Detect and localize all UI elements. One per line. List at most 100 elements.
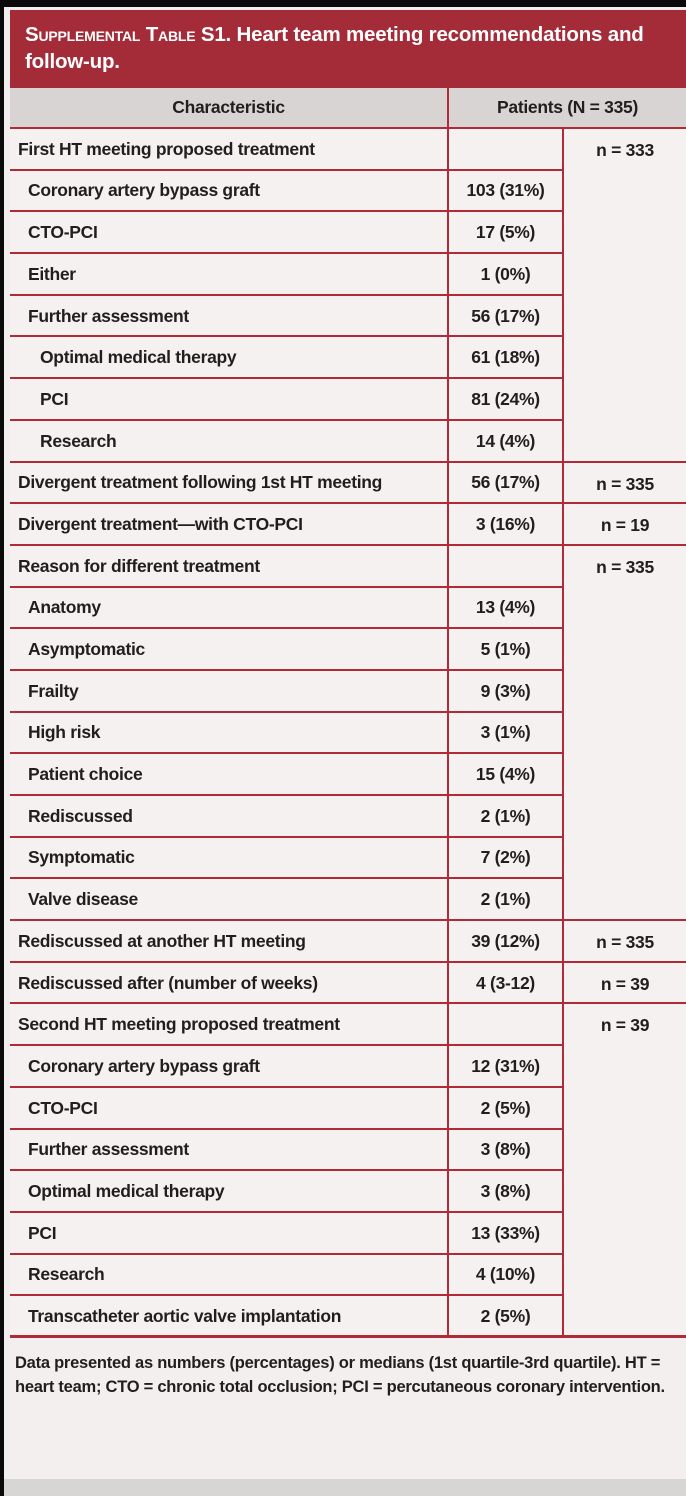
characteristic-cell: Anatomy	[10, 586, 449, 630]
table-row: Optimal medical therapy 61 (18%)	[10, 336, 686, 380]
n-count-cell: n = 335	[563, 461, 686, 505]
characteristic-cell: Optimal medical therapy	[10, 336, 449, 380]
characteristic-cell: Divergent treatment following 1st HT mee…	[10, 461, 449, 505]
characteristic-cell: CTO-PCI	[10, 1086, 449, 1130]
table-row: Coronary artery bypass graft 12 (31%)	[10, 1045, 686, 1088]
characteristic-cell: Asymptomatic	[10, 628, 449, 671]
n-count-cell: n = 39	[563, 961, 686, 1005]
top-edge-bar	[0, 0, 686, 7]
characteristic-cell: Frailty	[10, 669, 449, 713]
n-count-cell: n = 335	[563, 920, 686, 963]
value-cell: 3 (16%)	[448, 503, 564, 546]
table-row: CTO-PCI 2 (5%)	[10, 1086, 686, 1130]
value-cell: 2 (1%)	[448, 878, 564, 922]
table-title-label: Supplemental Table S1.	[25, 23, 232, 46]
characteristic-cell: Second HT meeting proposed treatment	[10, 1003, 449, 1047]
table-row: Divergent treatment following 1st HT mee…	[10, 461, 686, 505]
table-title-banner: Supplemental Table S1. Heart team meetin…	[10, 10, 686, 88]
characteristic-cell: PCI	[10, 1211, 449, 1255]
table-title-text: Heart team meeting recommendations and f…	[25, 23, 644, 73]
table-row: Symptomatic 7 (2%)	[10, 836, 686, 880]
characteristic-cell: Optimal medical therapy	[10, 1170, 449, 1213]
table-row: Anatomy 13 (4%)	[10, 586, 686, 630]
characteristic-cell: Either	[10, 253, 449, 296]
value-cell: 5 (1%)	[448, 628, 564, 671]
value-cell	[448, 128, 564, 171]
table-row: Divergent treatment—with CTO-PCI 3 (16%) n…	[10, 503, 686, 546]
characteristic-cell: Research	[10, 419, 449, 463]
characteristic-cell: Symptomatic	[10, 836, 449, 880]
value-cell: 7 (2%)	[448, 836, 564, 880]
table-row: CTO-PCI 17 (5%)	[10, 211, 686, 255]
column-header-characteristic: Characteristic	[10, 88, 449, 129]
table-row: First HT meeting proposed treatment n = 3…	[10, 128, 686, 463]
value-cell: 17 (5%)	[448, 211, 564, 255]
value-cell: 13 (33%)	[448, 1211, 564, 1255]
characteristic-cell: First HT meeting proposed treatment	[10, 128, 449, 171]
table-row: Either 1 (0%)	[10, 253, 686, 296]
n-count-cell: n = 19	[563, 503, 686, 546]
table-row: Research 14 (4%)	[10, 419, 686, 463]
characteristic-cell: Research	[10, 1253, 449, 1297]
table-figure: Supplemental Table S1. Heart team meetin…	[10, 10, 686, 1399]
value-cell: 12 (31%)	[448, 1045, 564, 1088]
table-row: Valve disease 2 (1%)	[10, 878, 686, 922]
table-row: PCI 13 (33%)	[10, 1211, 686, 1255]
table-row: High risk 3 (1%)	[10, 711, 686, 755]
characteristic-cell: CTO-PCI	[10, 211, 449, 255]
characteristic-cell: Transcatheter aortic valve implantation	[10, 1295, 449, 1338]
value-cell: 61 (18%)	[448, 336, 564, 380]
n-count-cell: n = 333	[563, 128, 686, 463]
characteristic-cell: Further assessment	[10, 294, 449, 338]
characteristic-cell: Further assessment	[10, 1128, 449, 1172]
characteristic-cell: High risk	[10, 711, 449, 755]
table-title: Supplemental Table S1. Heart team meetin…	[25, 21, 670, 75]
value-cell: 56 (17%)	[448, 294, 564, 338]
value-cell: 3 (8%)	[448, 1170, 564, 1213]
table-footnote: Data presented as numbers (percentages) …	[15, 1354, 665, 1397]
characteristic-cell: Valve disease	[10, 878, 449, 922]
left-edge-bar	[0, 0, 4, 1496]
value-cell	[448, 1003, 564, 1047]
value-cell: 3 (8%)	[448, 1128, 564, 1172]
column-header-patients: Patients (N = 335)	[448, 88, 686, 129]
table-row: Rediscussed at another HT meeting 39 (12%…	[10, 920, 686, 963]
table-row: PCI 81 (24%)	[10, 378, 686, 421]
value-cell: 1 (0%)	[448, 253, 564, 296]
value-cell	[448, 544, 564, 588]
table-row: Optimal medical therapy 3 (8%)	[10, 1170, 686, 1213]
characteristic-cell: Divergent treatment—with CTO-PCI	[10, 503, 449, 546]
table-row: Reason for different treatment n = 335	[10, 544, 686, 922]
value-cell: 14 (4%)	[448, 419, 564, 463]
characteristic-cell: Rediscussed at another HT meeting	[10, 920, 449, 963]
characteristic-cell: Coronary artery bypass graft	[10, 1045, 449, 1088]
value-cell: 4 (3-12)	[448, 961, 564, 1005]
data-table: Characteristic Patients (N = 335) First …	[10, 88, 686, 1339]
characteristic-cell: Rediscussed after (number of weeks)	[10, 961, 449, 1005]
value-cell: 81 (24%)	[448, 378, 564, 421]
value-cell: 39 (12%)	[448, 920, 564, 963]
value-cell: 4 (10%)	[448, 1253, 564, 1297]
table-row: Frailty 9 (3%)	[10, 669, 686, 713]
value-cell: 9 (3%)	[448, 669, 564, 713]
characteristic-cell: Reason for different treatment	[10, 544, 449, 588]
characteristic-cell: PCI	[10, 378, 449, 421]
value-cell: 56 (17%)	[448, 461, 564, 505]
value-cell: 103 (31%)	[448, 169, 564, 213]
characteristic-cell: Patient choice	[10, 753, 449, 796]
table-row: Coronary artery bypass graft 103 (31%)	[10, 169, 686, 213]
characteristic-cell: Coronary artery bypass graft	[10, 169, 449, 213]
n-count-cell: n = 335	[563, 544, 686, 922]
table-row: Second HT meeting proposed treatment n = …	[10, 1003, 686, 1338]
value-cell: 3 (1%)	[448, 711, 564, 755]
bottom-edge-strip	[4, 1479, 686, 1496]
n-count-cell: n = 39	[563, 1003, 686, 1338]
table-row: Rediscussed 2 (1%)	[10, 795, 686, 838]
table-row: Patient choice 15 (4%)	[10, 753, 686, 796]
table-row: Further assessment 56 (17%)	[10, 294, 686, 338]
value-cell: 13 (4%)	[448, 586, 564, 630]
table-row: Asymptomatic 5 (1%)	[10, 628, 686, 671]
table-row: Further assessment 3 (8%)	[10, 1128, 686, 1172]
value-cell: 15 (4%)	[448, 753, 564, 796]
